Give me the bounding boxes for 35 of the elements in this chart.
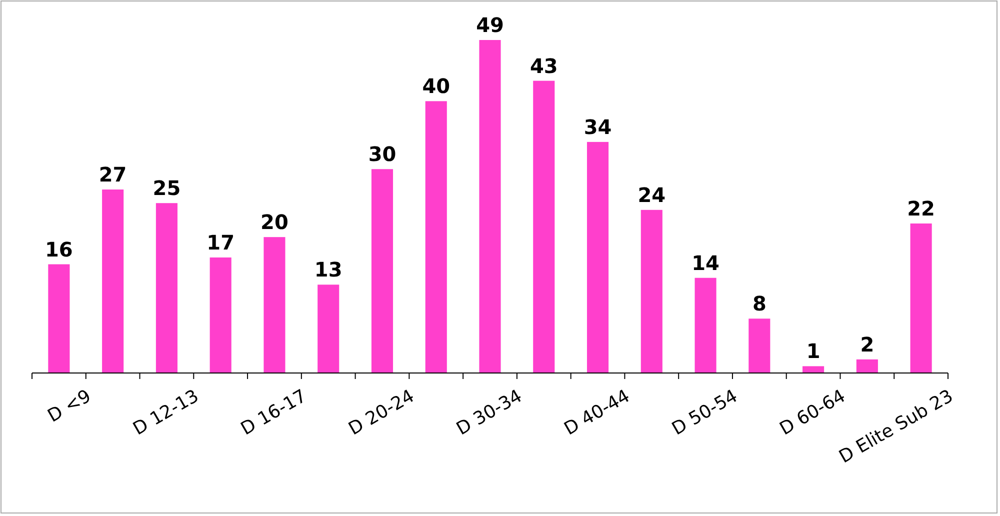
bar [533,80,555,373]
bar [156,203,178,373]
data-label: 8 [752,292,766,316]
bar [318,284,340,373]
data-label: 27 [98,162,127,187]
data-label: 43 [530,54,558,78]
data-label: 1 [806,339,820,364]
bar [371,169,394,373]
bar [425,101,447,373]
bar [748,318,770,373]
data-label: 17 [206,230,235,254]
bar [586,142,609,373]
x-tick-label: D <9 [44,386,95,427]
data-label: 25 [152,176,181,200]
data-label: 49 [476,13,504,37]
data-label: 16 [45,237,73,262]
data-label: 30 [368,142,396,166]
data-label: 34 [584,114,612,139]
bar [694,278,716,373]
data-label: 14 [692,250,720,275]
bar [856,359,878,373]
bar [910,223,932,373]
bar [264,237,286,373]
data-label: 13 [314,258,342,282]
bar [640,210,662,373]
data-label: 2 [860,332,874,356]
data-label: 24 [638,182,666,207]
bar [48,264,70,373]
data-label: 20 [260,210,288,234]
data-label: 40 [422,74,450,98]
data-label: 22 [907,196,935,220]
bar [802,366,824,373]
bar [102,190,124,373]
bar [479,40,501,373]
bar [210,257,232,373]
